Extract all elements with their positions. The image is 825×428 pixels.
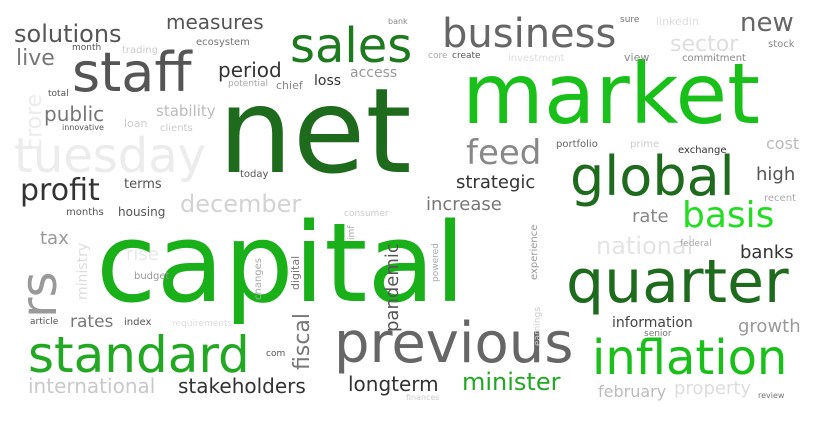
word-commitment: commitment <box>682 53 746 64</box>
word-tax: tax <box>40 228 69 249</box>
word-com: com <box>266 349 286 359</box>
word-core: core <box>428 51 448 61</box>
word-basis: basis <box>682 195 775 236</box>
word-february: february <box>598 382 667 401</box>
word-national: national <box>596 232 694 260</box>
word-quarter: quarter <box>566 247 789 317</box>
word-digital: digital <box>289 255 302 290</box>
word-tuesday: tuesday <box>14 128 207 184</box>
word-loss: loss <box>314 73 342 89</box>
word-access: access <box>350 65 398 81</box>
word-growth: growth <box>738 316 801 337</box>
word-net: net <box>218 62 412 200</box>
word-finances: finances <box>406 393 440 402</box>
word-recent: recent <box>764 193 796 204</box>
word-cost: cost <box>766 134 800 153</box>
word-high: high <box>756 164 796 185</box>
word-bank: bank <box>388 17 408 26</box>
word-portfolio: portfolio <box>556 139 598 150</box>
word-months: months <box>66 207 104 218</box>
word-requirements: requirements <box>172 319 233 329</box>
word-period: period <box>218 58 282 82</box>
word-today: today <box>240 169 269 180</box>
word-inflation: inflation <box>592 330 788 386</box>
word-article: article <box>30 317 59 327</box>
word-housing: housing <box>118 205 166 219</box>
word-increase: increase <box>426 194 502 215</box>
word-business: business <box>442 11 617 57</box>
word-innovative: innovative <box>62 123 104 132</box>
word-prime: prime <box>630 139 660 150</box>
word-stability: stability <box>156 102 216 120</box>
word-crore: crore <box>22 93 47 150</box>
word-december: december <box>180 190 302 218</box>
word-federal: federal <box>680 239 712 249</box>
word-solutions: solutions <box>14 20 122 48</box>
word-profit: profit <box>20 173 100 208</box>
word-review: review <box>758 391 785 400</box>
word-minister: minister <box>462 368 561 396</box>
word-clients: clients <box>160 123 193 134</box>
word-experience: experience <box>529 224 540 280</box>
word-create: create <box>452 51 481 61</box>
word-new: new <box>740 8 794 38</box>
word-view: view <box>624 51 650 64</box>
word-total: total <box>48 89 69 99</box>
word-consumer: consumer <box>344 209 389 219</box>
word-month: month <box>72 43 102 53</box>
word-measures: measures <box>166 10 264 34</box>
word-ecosystem: ecosystem <box>196 37 250 48</box>
word-rise: rise <box>126 244 159 265</box>
word-strategic: strategic <box>456 172 536 193</box>
word-stock: stock <box>768 39 795 50</box>
word-information: information <box>612 315 693 331</box>
word-banks: banks <box>740 242 794 263</box>
word-linkedin: linkedin <box>656 15 699 28</box>
word-investment: investment <box>508 53 565 64</box>
word-imf: imf <box>347 225 357 240</box>
word-live: live <box>16 46 55 71</box>
word-previous: previous <box>334 311 574 376</box>
word-loan: loan <box>124 117 148 130</box>
word-senior: senior <box>644 329 672 339</box>
word-ministry: ministry <box>75 242 91 300</box>
word-rate: rate <box>632 206 669 227</box>
word-sure: sure <box>620 15 640 25</box>
word-sector: sector <box>670 32 739 57</box>
word-rates: rates <box>70 312 114 332</box>
word-potential: potential <box>228 79 269 89</box>
word-international: international <box>28 374 156 398</box>
word-fiscal: fiscal <box>290 312 315 370</box>
word-changes: changes <box>253 257 264 300</box>
word-budget: budget <box>134 271 170 282</box>
word-feed: feed <box>466 133 542 173</box>
word-market: market <box>462 45 761 143</box>
word-powered: powered <box>431 243 441 282</box>
word-sales: sales <box>290 18 413 74</box>
word-index: index <box>124 317 152 328</box>
word-stakeholders: stakeholders <box>178 374 306 398</box>
word-trading: trading <box>122 45 158 56</box>
word-global: global <box>570 145 735 208</box>
word-exchange: exchange <box>678 145 727 156</box>
word-capital: capital <box>96 199 466 327</box>
word-earnings: earnings <box>533 307 543 346</box>
word-standard: standard <box>28 326 250 384</box>
word-staff: staff <box>72 41 192 104</box>
word-rs: rs <box>10 271 68 318</box>
word-pandemic: pandemic <box>382 243 403 332</box>
word-public: public <box>44 102 105 126</box>
word-terms: terms <box>124 177 162 192</box>
word-longterm: longterm <box>348 372 439 396</box>
word-chief: chief <box>276 79 303 92</box>
word-property: property <box>674 378 752 399</box>
